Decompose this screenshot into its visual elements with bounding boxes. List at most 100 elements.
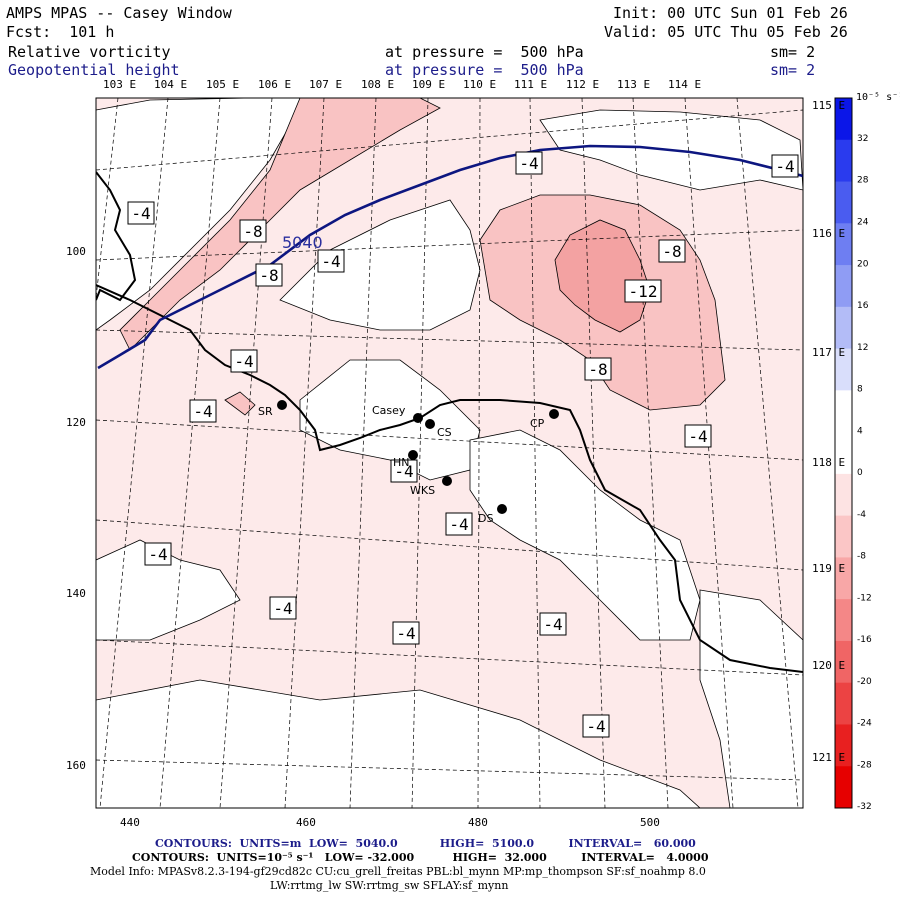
colorbar-tick-label: -12 xyxy=(857,593,872,603)
vort-label: -4 xyxy=(148,545,167,564)
station-label-ds: DS xyxy=(478,512,493,525)
station-dot-cs xyxy=(425,419,435,429)
lon-label-right: 115 E xyxy=(812,99,846,112)
station-label-wks: WKS xyxy=(410,484,435,497)
vort-label: -4 xyxy=(193,402,212,421)
vort-label: -8 xyxy=(588,360,607,379)
station-dot-hn xyxy=(408,450,418,460)
vort-label: -8 xyxy=(243,222,262,241)
x-tick: 480 xyxy=(468,816,488,829)
colorbar-tick-label: -20 xyxy=(857,677,872,687)
lon-label-right: 118 E xyxy=(812,456,846,469)
footer-model-info-2: LW:rrtmg_lw SW:rrtmg_sw SFLAY:sf_mynn xyxy=(270,879,509,892)
lon-label: 104 E xyxy=(154,78,188,91)
lon-label: 108 E xyxy=(361,78,395,91)
colorbar-tick-label: 32 xyxy=(857,134,868,144)
colorbar-tick-label: -16 xyxy=(857,635,872,645)
lon-label: 110 E xyxy=(463,78,497,91)
vort-minus12-region xyxy=(554,219,651,333)
colorbar-swatch xyxy=(835,640,852,684)
y-tick: 120 xyxy=(66,416,86,429)
vort-label: -4 xyxy=(543,615,562,634)
lon-label: 105 E xyxy=(206,78,240,91)
colorbar-tick-label: -8 xyxy=(857,552,866,562)
colorbar-tick-label: 8 xyxy=(857,385,863,395)
lon-label: 107 E xyxy=(309,78,343,91)
vort-label: -4 xyxy=(131,204,150,223)
colorbar-tick-label: 16 xyxy=(857,301,869,311)
stations: SR Casey CS CP HN WKS DS xyxy=(258,400,559,525)
map-title: AMPS MPAS -- Casey Window xyxy=(6,4,232,22)
field1-smooth: sm= 2 xyxy=(770,43,816,61)
colorbar-swatch xyxy=(835,98,852,141)
lon-label-right: 116 E xyxy=(812,227,846,240)
field1-level: at pressure = 500 hPa xyxy=(385,43,584,61)
vort-label: -8 xyxy=(662,242,681,261)
x-tick: 500 xyxy=(640,816,660,829)
colorbar-swatch xyxy=(835,766,852,809)
lon-label-right: 117 E xyxy=(812,346,846,359)
vort-minus8-region xyxy=(224,391,256,416)
valid-time: Valid: 05 UTC Thu 05 Feb 26 xyxy=(604,23,848,41)
colorbar-swatch xyxy=(835,390,852,433)
vort-label: -4 xyxy=(449,515,468,534)
footer-contours-height: CONTOURS: UNITS=m LOW= 5040.0 HIGH= 5100… xyxy=(155,837,696,850)
vort-label: -4 xyxy=(775,157,794,176)
field2-level: at pressure = 500 hPa xyxy=(385,61,584,79)
colorbar-swatch xyxy=(835,724,852,767)
y-tick: 160 xyxy=(66,759,86,772)
vort-label: -4 xyxy=(321,252,340,271)
lon-label-right: 121 E xyxy=(812,751,846,764)
field1-name: Relative vorticity xyxy=(8,43,171,61)
y-tick: 140 xyxy=(66,587,86,600)
colorbar-tick-label: 12 xyxy=(857,343,868,353)
station-dot-casey xyxy=(413,413,423,423)
vort-minus8-region xyxy=(119,98,441,351)
colorbar-swatch xyxy=(835,223,852,266)
vort-white-region xyxy=(96,679,701,808)
colorbar-tick-label: -24 xyxy=(857,719,872,729)
geopotential-5040-contour xyxy=(97,144,803,370)
station-label-cp: CP xyxy=(530,417,545,430)
colorbar-swatch xyxy=(835,265,852,308)
height-contour-label: 5040 xyxy=(282,233,323,252)
vort-label: -4 xyxy=(234,352,253,371)
vort-label: -8 xyxy=(259,266,278,285)
colorbar-swatch xyxy=(835,181,852,224)
colorbar-tick-label: -28 xyxy=(857,760,872,770)
lon-label-right: 120 E xyxy=(812,659,846,672)
station-label-cs: CS xyxy=(437,426,452,439)
vort-label: -4 xyxy=(519,154,538,173)
colorbar-tick-label: 0 xyxy=(857,468,863,478)
colorbar-swatch xyxy=(835,306,852,350)
vort-label: -12 xyxy=(629,282,658,301)
station-label-sr: SR xyxy=(258,405,273,418)
field2-smooth: sm= 2 xyxy=(770,61,816,79)
colorbar-swatch xyxy=(835,348,852,391)
lon-label: 109 E xyxy=(412,78,446,91)
vort-white-region xyxy=(469,429,701,641)
vort-white-region xyxy=(699,589,803,808)
footer-contours-vorticity: CONTOURS: UNITS=10⁻⁵ s⁻¹ LOW= -32.000 HI… xyxy=(132,851,709,864)
station-dot-sr xyxy=(277,400,287,410)
forecast-hour: Fcst: 101 h xyxy=(6,23,115,41)
colorbar-swatch xyxy=(835,557,852,600)
colorbar-tick-label: 4 xyxy=(857,426,863,436)
init-time: Init: 00 UTC Sun 01 Feb 26 xyxy=(613,4,848,22)
colorbar-swatch xyxy=(835,515,852,558)
colorbar-swatch xyxy=(835,473,852,517)
vort-white-region xyxy=(279,199,481,331)
footer-model-info: Model Info: MPASv8.2.3-194-gf29cd82c CU:… xyxy=(90,865,706,878)
vort-label: -4 xyxy=(586,717,605,736)
colorbar-swatch xyxy=(835,432,852,475)
vort-label: -4 xyxy=(688,427,707,446)
colorbar-tick-label: 28 xyxy=(857,176,869,186)
lon-label: 103 E xyxy=(103,78,137,91)
lon-label: 113 E xyxy=(617,78,651,91)
vort-label: -4 xyxy=(394,462,413,481)
colorbar-tick-label: 20 xyxy=(857,259,869,269)
colorbar-swatch xyxy=(835,599,852,642)
colorbar-swatch xyxy=(835,139,852,183)
x-tick: 460 xyxy=(296,816,316,829)
colorbar: 32 28 24 20 16 12 8 4 0 -4 -8 -12 -16 -20 -24 -28 -32 xyxy=(835,98,872,812)
